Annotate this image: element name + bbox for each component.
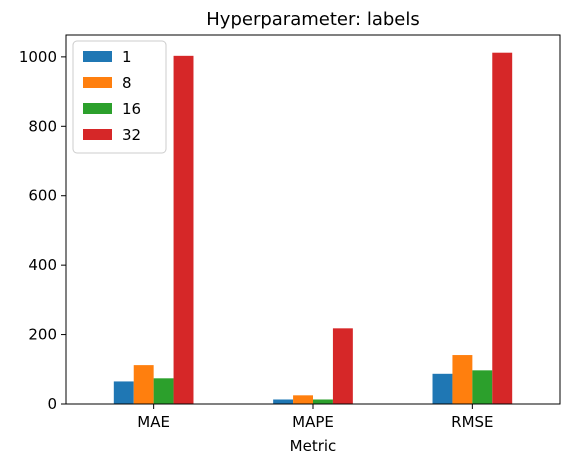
legend-swatch <box>83 77 112 88</box>
legend-label: 16 <box>122 100 141 118</box>
legend-swatch <box>83 103 112 114</box>
y-tick-label: 1000 <box>19 48 57 66</box>
y-tick-label: 600 <box>28 187 57 205</box>
y-axis-ticks: 0 200 400 600 800 1000 <box>19 48 66 413</box>
bar-mae-series-16 <box>153 378 174 404</box>
chart-title: Hyperparameter: labels <box>206 9 420 30</box>
x-axis-ticks: MAE MAPE RMSE <box>137 404 494 431</box>
bar-rmse-series-32 <box>492 52 513 404</box>
legend-box <box>72 40 167 154</box>
bar-rmse-series-16 <box>472 370 493 404</box>
legend-label: 1 <box>122 48 132 66</box>
bar-rmse-series-8 <box>452 355 473 404</box>
bars-group <box>113 52 513 404</box>
bar-mae-series-8 <box>133 365 154 404</box>
bar-mape-series-8 <box>293 395 313 404</box>
y-tick-label: 0 <box>47 395 57 413</box>
x-tick-label: RMSE <box>451 413 493 431</box>
x-tick-label: MAPE <box>292 413 334 431</box>
x-axis-label: Metric <box>290 437 337 455</box>
y-tick-label: 200 <box>28 326 57 344</box>
legend-label: 32 <box>122 126 141 144</box>
bar-mape-series-1 <box>273 399 294 404</box>
x-tick-label: MAE <box>137 413 170 431</box>
legend-swatch <box>83 129 112 140</box>
legend-label: 8 <box>122 74 132 92</box>
bar-mape-series-16 <box>313 399 333 404</box>
legend-swatch <box>83 51 112 62</box>
y-tick-label: 400 <box>28 256 57 274</box>
legend: 1 8 16 32 <box>72 40 167 154</box>
bar-mape-series-32 <box>332 328 353 404</box>
bar-rmse-series-1 <box>432 373 453 404</box>
plot-frame <box>65 34 561 405</box>
y-tick-label: 800 <box>28 117 57 135</box>
bar-mae-series-32 <box>173 55 194 404</box>
bar-mae-series-1 <box>113 381 134 404</box>
